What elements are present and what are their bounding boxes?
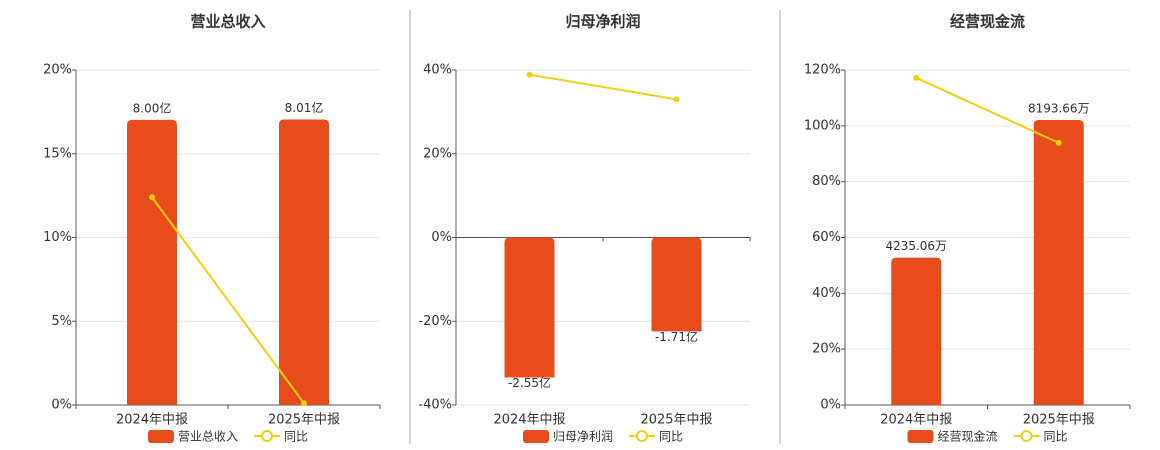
value-label: 8.00亿 bbox=[133, 100, 172, 115]
y-tick-label: -40% bbox=[418, 398, 452, 413]
line bbox=[151, 196, 305, 404]
y-tick-label: 15% bbox=[43, 146, 72, 161]
x-tick-label: 2025年中报 bbox=[268, 413, 340, 428]
x-tick-label: 2024年中报 bbox=[116, 413, 188, 428]
y-tick-label: 20% bbox=[812, 342, 841, 357]
y-tick-label: 100% bbox=[804, 118, 841, 133]
value-label: -1.71亿 bbox=[655, 329, 698, 344]
y-tick-label: 0% bbox=[431, 230, 452, 245]
y-tick-label: 10% bbox=[43, 230, 72, 245]
legend-label: 归母净利润 bbox=[553, 430, 613, 444]
x-tick-label: 2024年中报 bbox=[493, 413, 565, 428]
y-tick-label: 40% bbox=[812, 286, 841, 301]
value-label: -2.55亿 bbox=[508, 375, 551, 390]
legend-swatch bbox=[148, 430, 174, 443]
bar bbox=[279, 119, 329, 405]
value-label: 8193.66万 bbox=[1028, 101, 1090, 115]
bar bbox=[651, 237, 702, 332]
bar bbox=[127, 119, 177, 405]
line-point bbox=[526, 71, 533, 78]
y-tick-label: 5% bbox=[51, 314, 72, 329]
value-label: 8.01亿 bbox=[285, 100, 324, 115]
y-tick-label: 120% bbox=[804, 63, 841, 78]
x-tick-label: 2025年中报 bbox=[640, 413, 712, 428]
y-tick-label: -20% bbox=[418, 314, 452, 329]
bar bbox=[504, 237, 555, 378]
y-tick-label: 20% bbox=[423, 146, 452, 161]
legend-swatch bbox=[907, 430, 934, 443]
line bbox=[529, 73, 677, 101]
value-label: 4235.06万 bbox=[885, 239, 947, 253]
line-point bbox=[301, 400, 307, 407]
y-tick-label: 0% bbox=[51, 398, 72, 413]
line-point bbox=[673, 96, 680, 103]
chart-title: 归母净利润 bbox=[565, 13, 640, 31]
line bbox=[915, 76, 1060, 144]
line-point bbox=[1055, 139, 1062, 146]
legend-label: 营业总收入 bbox=[178, 430, 238, 444]
y-tick-label: 80% bbox=[812, 174, 841, 189]
y-tick-label: 0% bbox=[820, 398, 841, 413]
y-tick-label: 20% bbox=[43, 63, 72, 78]
x-tick-label: 2025年中报 bbox=[1023, 413, 1095, 428]
legend-marker bbox=[1020, 430, 1033, 442]
y-tick-label: 60% bbox=[812, 230, 841, 245]
bar bbox=[1033, 119, 1084, 406]
legend-marker bbox=[636, 430, 649, 442]
bar bbox=[891, 257, 942, 405]
line-point bbox=[913, 74, 920, 81]
legend-marker bbox=[261, 430, 274, 442]
legend-swatch bbox=[523, 430, 549, 443]
x-tick-label: 2024年中报 bbox=[880, 413, 952, 428]
line-point bbox=[149, 194, 155, 201]
legend-label: 经营现金流 bbox=[938, 429, 998, 444]
chart-title: 经营现金流 bbox=[950, 13, 1025, 31]
legend-label: 同比 bbox=[1044, 430, 1068, 444]
chart-title: 营业总收入 bbox=[190, 13, 265, 31]
y-tick-label: 40% bbox=[423, 63, 452, 78]
legend-label: 同比 bbox=[284, 430, 308, 444]
legend-label: 同比 bbox=[659, 430, 683, 444]
